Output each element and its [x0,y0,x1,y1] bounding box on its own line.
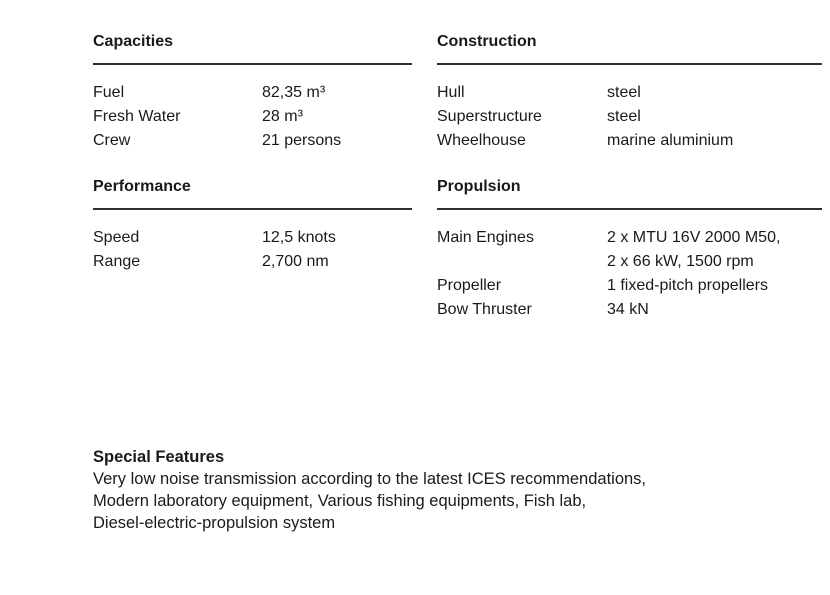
spec-row-propeller: Propeller 1 fixed-pitch propellers [437,274,822,298]
spec-label: Bow Thruster [437,301,532,318]
capacities-rows: Fuel 82,35 m³ Fresh Water 28 m³ Crew 21 … [93,65,412,153]
section-title-propulsion: Propulsion [437,178,822,210]
spec-row-hull: Hull steel [437,81,822,105]
spec-value: 1 fixed-pitch propellers [607,277,768,294]
special-features-title: Special Features [93,448,225,466]
spec-value: 2,700 nm [262,253,329,270]
section-title-construction: Construction [437,33,822,65]
section-propulsion: Propulsion Main Engines 2 x MTU 16V 2000… [437,178,822,322]
spec-label: Crew [93,132,131,149]
spec-label: Speed [93,229,140,246]
spec-value: 28 m³ [262,108,303,125]
spec-row-fresh-water: Fresh Water 28 m³ [93,105,412,129]
spec-row-fuel: Fuel 82,35 m³ [93,81,412,105]
spec-row-crew: Crew 21 persons [93,129,412,153]
spec-label: Main Engines [437,229,534,246]
spec-label: Fuel [93,84,125,101]
spec-value: 2 x MTU 16V 2000 M50, 2 x 66 kW, 1500 rp… [607,229,781,270]
section-title-performance: Performance [93,178,412,210]
spec-value: 34 kN [607,301,649,318]
section-construction: Construction Hull steel Superstructure s… [437,33,822,153]
special-features-text: Very low noise transmission according to… [93,470,647,532]
right-column: Construction Hull steel Superstructure s… [437,33,822,347]
spec-label: Superstructure [437,108,542,125]
spec-row-range: Range 2,700 nm [93,250,412,274]
spec-row-wheelhouse: Wheelhouse marine aluminium [437,129,822,153]
left-column: Capacities Fuel 82,35 m³ Fresh Water 28 … [93,33,412,299]
spec-row-speed: Speed 12,5 knots [93,226,412,250]
section-capacities: Capacities Fuel 82,35 m³ Fresh Water 28 … [93,33,412,153]
spec-value: steel [607,108,641,125]
spec-label: Propeller [437,277,502,294]
spec-row-bow-thruster: Bow Thruster 34 kN [437,298,822,322]
spec-row-superstructure: Superstructure steel [437,105,822,129]
spec-label: Hull [437,84,465,101]
special-features: Special Features Very low noise transmis… [93,446,753,534]
performance-rows: Speed 12,5 knots Range 2,700 nm [93,210,412,274]
spec-value: 12,5 knots [262,229,336,246]
spec-label: Fresh Water [93,108,181,125]
spec-row-main-engines: Main Engines 2 x MTU 16V 2000 M50, 2 x 6… [437,226,822,274]
section-performance: Performance Speed 12,5 knots Range 2,700… [93,178,412,274]
spec-label: Wheelhouse [437,132,526,149]
spec-value: steel [607,84,641,101]
spec-value: 21 persons [262,132,342,149]
spec-value: 82,35 m³ [262,84,326,101]
spec-label: Range [93,253,141,270]
construction-rows: Hull steel Superstructure steel Wheelhou… [437,65,822,153]
section-title-capacities: Capacities [93,33,412,65]
propulsion-rows: Main Engines 2 x MTU 16V 2000 M50, 2 x 6… [437,210,822,322]
spec-value: marine aluminium [607,132,734,149]
